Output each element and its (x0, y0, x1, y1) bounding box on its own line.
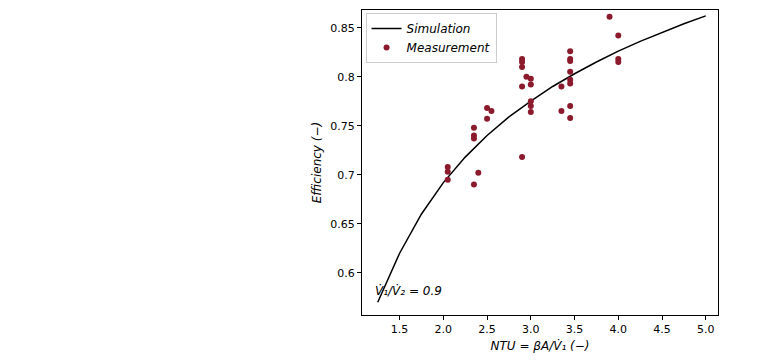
svg-text:0.65: 0.65 (330, 218, 355, 231)
svg-text:Efficiency (−): Efficiency (−) (310, 122, 324, 203)
svg-text:0.7: 0.7 (337, 169, 355, 182)
svg-text:2.5: 2.5 (478, 323, 496, 336)
svg-text:2.0: 2.0 (435, 323, 453, 336)
svg-text:0.85: 0.85 (330, 22, 355, 35)
svg-text:Measurement: Measurement (407, 41, 491, 55)
svg-text:5.0: 5.0 (697, 323, 715, 336)
svg-text:V̇₁/V̇₂ = 0.9: V̇₁/V̇₂ = 0.9 (375, 284, 442, 298)
svg-text:4.5: 4.5 (653, 323, 671, 336)
svg-text:3.0: 3.0 (522, 323, 540, 336)
svg-text:0.6: 0.6 (337, 267, 355, 280)
svg-text:0.75: 0.75 (330, 120, 355, 133)
svg-text:1.5: 1.5 (391, 323, 409, 336)
svg-text:Simulation: Simulation (407, 22, 471, 36)
svg-text:3.5: 3.5 (566, 323, 584, 336)
svg-text:4.0: 4.0 (610, 323, 628, 336)
svg-text:0.8: 0.8 (337, 71, 355, 84)
svg-text:NTU = βA/V̇₁ (−): NTU = βA/V̇₁ (−) (491, 339, 590, 353)
